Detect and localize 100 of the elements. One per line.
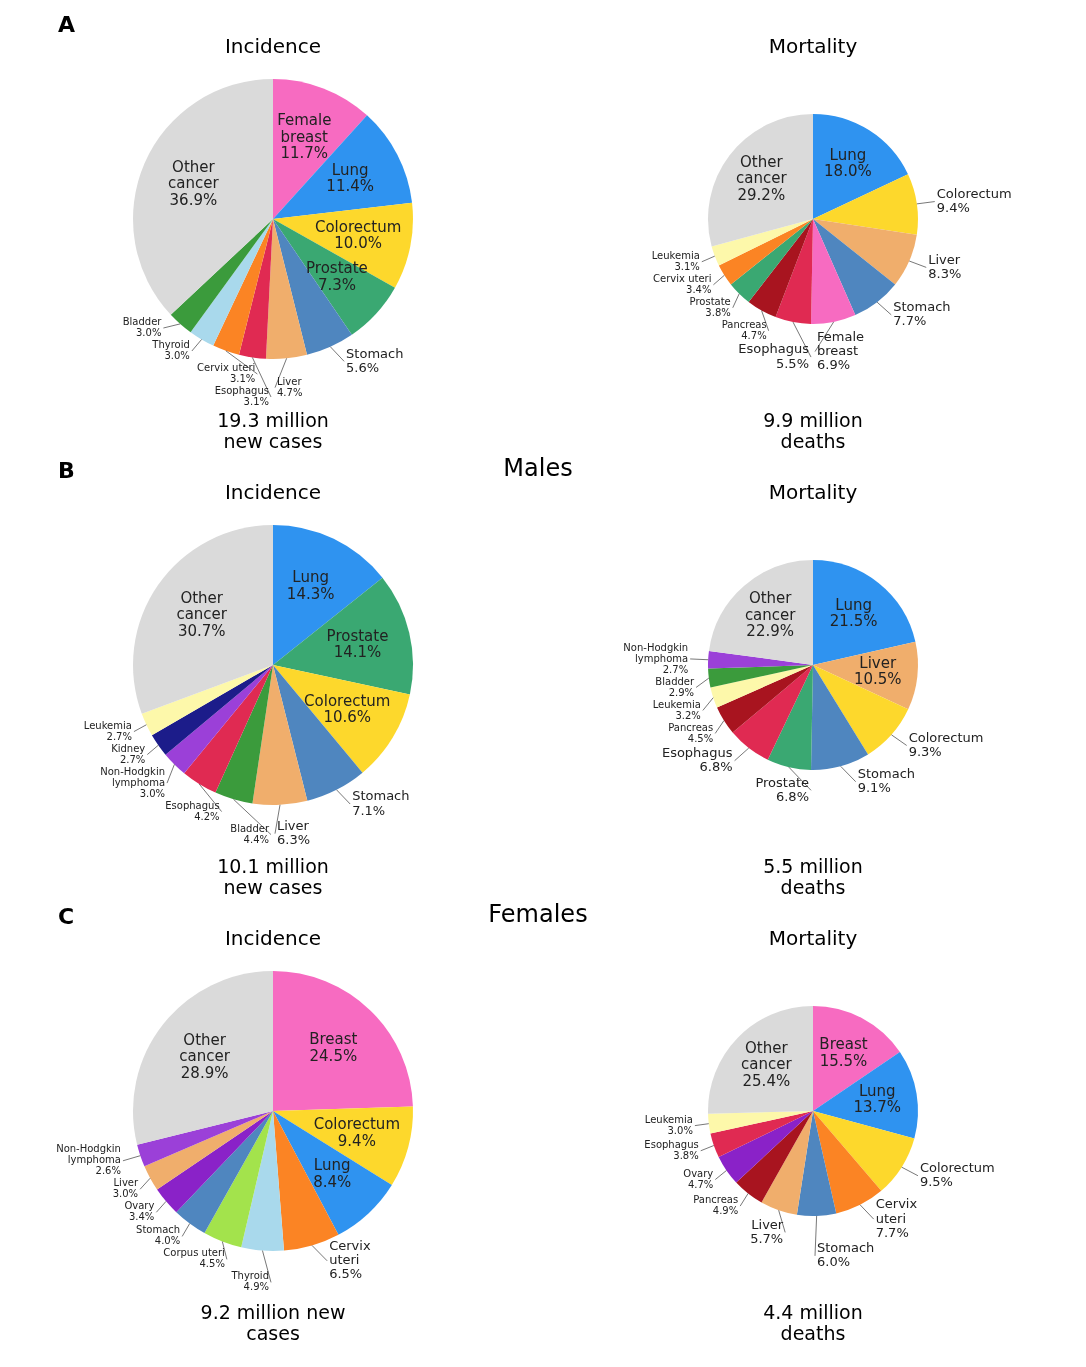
data-label: 6.9%: [817, 357, 851, 373]
slice-label: Cervix uteri: [197, 362, 256, 374]
data-label: 18.0%: [824, 162, 872, 181]
slice-label: Other cancer: [176, 588, 228, 624]
data-label: 10.0%: [334, 234, 382, 253]
data-label: 3.4%: [686, 283, 712, 295]
slice-label: Other cancer: [168, 157, 220, 193]
data-label: 24.5%: [309, 1046, 358, 1065]
slice-label: Colorectum: [936, 185, 1012, 201]
data-label: 3.0%: [112, 1188, 139, 1200]
data-label: 6.3%: [277, 832, 311, 848]
slice-label: Prostate: [689, 295, 731, 307]
slice-label: Esophagus: [738, 341, 810, 357]
data-label: 3.2%: [675, 709, 701, 721]
data-label: 5.6%: [346, 359, 380, 375]
slice-label: Bladder: [122, 316, 163, 328]
slice-label: Stomach: [352, 788, 410, 804]
slice-label: Female breast: [277, 111, 332, 146]
slice-label: Bladder: [655, 675, 695, 687]
data-label: 11.4%: [326, 177, 375, 196]
slice-label: Leukemia: [652, 698, 701, 710]
slice-label: Stomach: [893, 299, 951, 315]
slice-label: Colorectum: [314, 217, 402, 236]
slice-label: Esophagus: [165, 799, 220, 811]
chart-title: Incidence: [224, 480, 322, 504]
data-label: 2.7%: [662, 663, 689, 675]
slice-label: Colorectum: [908, 729, 984, 745]
data-label: 8.3%: [928, 265, 962, 281]
slice-label: Leukemia: [83, 719, 132, 731]
slice-label: Lung: [331, 160, 369, 179]
data-label: 9.5%: [919, 1174, 953, 1190]
data-label: 3.0%: [164, 350, 190, 362]
data-label: 15.5%: [819, 1051, 868, 1070]
slice-label: Ovary: [683, 1167, 714, 1179]
data-label: 3.0%: [139, 787, 166, 799]
slice-label: Cervix uteri: [875, 1196, 918, 1226]
slice-label: Colorectum: [919, 1159, 995, 1175]
slice-label: Lung: [858, 1081, 896, 1100]
slice-label: Liver: [277, 817, 310, 833]
data-label: 29.2%: [737, 185, 786, 204]
slice-label: Liver: [277, 375, 303, 387]
data-label: 9.4%: [936, 200, 970, 216]
slice-label: Cervix uteri: [653, 272, 712, 284]
slice-label: Leukemia: [644, 1113, 693, 1125]
data-label: 36.9%: [169, 190, 218, 209]
data-label: 30.7%: [177, 621, 226, 640]
slice-label: Liver: [113, 1177, 139, 1189]
data-label: 3.0%: [135, 327, 162, 339]
slice-label: Cervix uteri: [329, 1237, 371, 1268]
slice-label: Pancreas: [693, 1194, 739, 1206]
slice-label: Other cancer: [179, 1030, 231, 1066]
slice-label: Other cancer: [736, 152, 788, 188]
data-label: 7.3%: [317, 275, 356, 294]
slice-label: Liver: [751, 1216, 784, 1232]
data-label: 4.7%: [277, 386, 303, 398]
slice-label: Female breast: [817, 328, 865, 358]
slice-label: Esophagus: [214, 385, 269, 397]
slice-label: Pancreas: [668, 721, 714, 733]
slice-label: Corpus uteri: [163, 1247, 225, 1259]
data-label: 7.7%: [893, 313, 927, 329]
data-label: 5.7%: [750, 1230, 784, 1246]
slice-label: Non-Hodgkin lymphoma: [100, 765, 166, 788]
data-label: 25.4%: [742, 1071, 791, 1090]
data-label: 21.5%: [829, 612, 878, 631]
data-label: 14.3%: [286, 584, 335, 603]
text: A: [58, 12, 76, 37]
data-label: 3.8%: [705, 306, 731, 318]
data-label: 9.1%: [857, 780, 891, 796]
chart-title: Mortality: [768, 480, 858, 504]
data-label: 2.9%: [668, 686, 695, 698]
data-label: 4.0%: [154, 1235, 181, 1247]
slice-label: Non-Hodgkin lymphoma: [56, 1143, 121, 1166]
slice-label: Breast: [309, 1030, 358, 1049]
text: Males: [503, 454, 573, 482]
slice-label: Liver: [928, 251, 961, 267]
slice-label: Other cancer: [744, 589, 797, 624]
data-label: 4.5%: [687, 732, 714, 744]
slice-label: Lung: [835, 595, 872, 614]
chart-title: Mortality: [767, 34, 859, 58]
slice-label: Non-Hodgkin lymphoma: [623, 641, 689, 664]
data-label: 6.8%: [699, 759, 733, 775]
data-label: 5.5%: [775, 355, 809, 371]
data-label: 9.3%: [908, 743, 942, 759]
data-label: 3.1%: [674, 260, 700, 272]
data-label: 4.4%: [243, 833, 269, 845]
data-label: 4.9%: [712, 1205, 739, 1217]
data-label: 2.7%: [106, 730, 132, 742]
data-label: 6.5%: [329, 1266, 363, 1282]
data-label: 8.4%: [313, 1172, 352, 1191]
data-label: 7.1%: [352, 802, 386, 818]
slice-label: Liver: [859, 653, 897, 672]
data-label: 10.6%: [323, 708, 372, 727]
slice-label: Esophagus: [644, 1138, 699, 1150]
data-label: 4.7%: [741, 329, 767, 341]
data-label: 6.8%: [775, 788, 809, 804]
data-label: 2.6%: [95, 1165, 121, 1177]
data-label: 4.2%: [194, 810, 220, 822]
text: 9.9 million deaths: [762, 409, 864, 452]
chart-title: Incidence: [224, 926, 322, 950]
data-label: 3.0%: [667, 1124, 693, 1136]
